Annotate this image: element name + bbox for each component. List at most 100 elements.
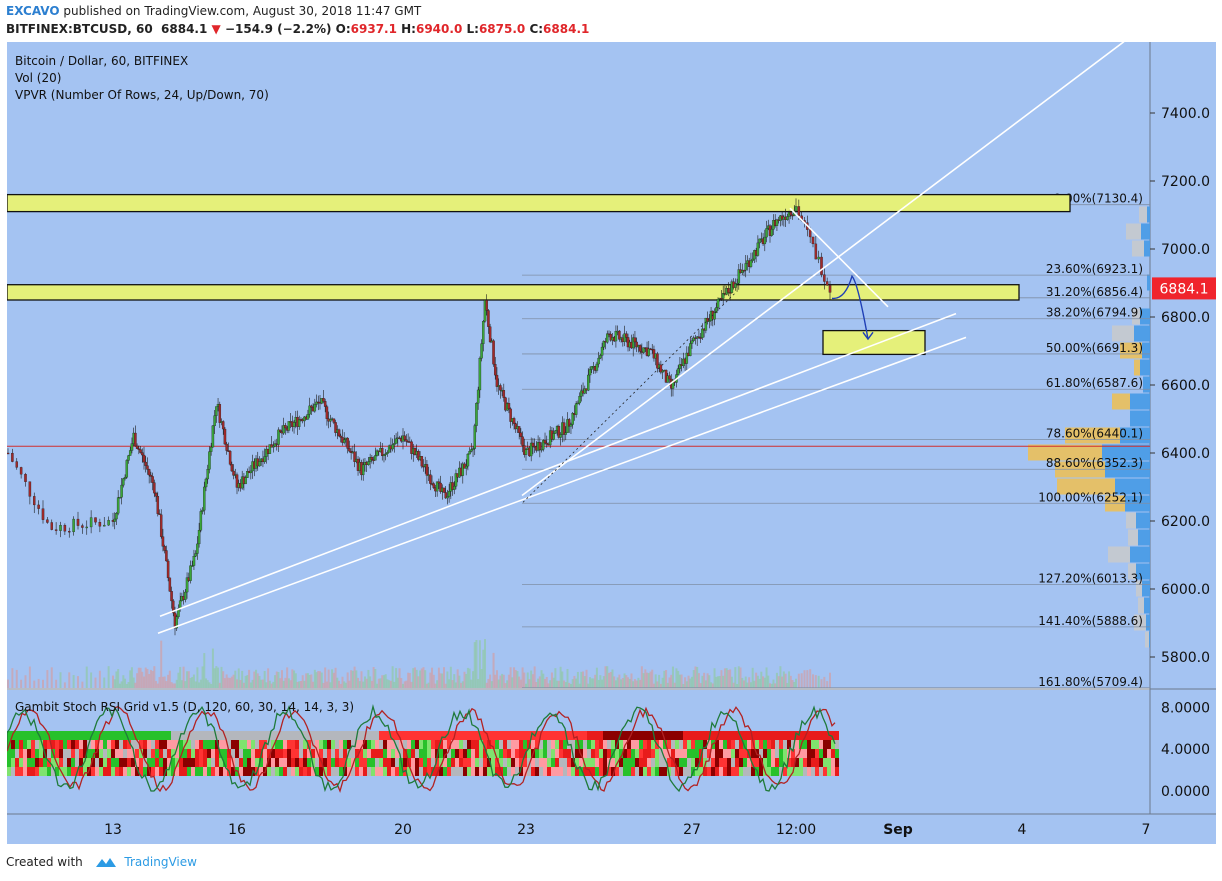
volume-bar <box>348 680 351 688</box>
grid-cell <box>131 749 135 758</box>
grid-cell <box>531 767 535 776</box>
volume-bar <box>279 678 282 688</box>
volume-bar <box>756 675 759 688</box>
grid-cell <box>451 767 455 776</box>
volume-bar <box>350 670 353 688</box>
volume-bar <box>781 676 784 688</box>
candle-body <box>583 388 587 394</box>
candle-body <box>46 519 49 523</box>
volume-bar <box>734 667 737 688</box>
author-name[interactable]: EXCAVO <box>6 4 60 18</box>
grid-cell <box>591 767 595 776</box>
volume-bar <box>155 680 158 688</box>
grid-cell <box>287 767 291 776</box>
volume-bar <box>490 681 493 688</box>
candle-body <box>342 439 346 443</box>
resistance-zone[interactable] <box>7 284 1020 301</box>
tradingview-link[interactable]: TradingView <box>124 855 197 869</box>
trend-line-upper[interactable] <box>521 42 1125 497</box>
grid-cell <box>131 731 135 740</box>
time-axis[interactable] <box>7 814 1216 844</box>
grid-cell <box>819 731 823 740</box>
grid-cell <box>251 758 255 767</box>
grid-cell <box>499 749 503 758</box>
grid-cell <box>323 731 327 740</box>
main-pane[interactable] <box>7 42 1150 688</box>
resistance-zone[interactable] <box>7 193 1071 213</box>
candle-body <box>81 525 84 528</box>
grid-cell <box>475 740 479 749</box>
volume-bar <box>720 670 723 688</box>
grid-cell <box>811 758 815 767</box>
grid-cell <box>135 749 139 758</box>
grid-cell <box>479 731 483 740</box>
volume-bar <box>301 675 304 688</box>
grid-cell <box>783 740 787 749</box>
grid-cell <box>607 731 611 740</box>
target-zone[interactable] <box>822 329 926 356</box>
grid-cell <box>279 740 283 749</box>
grid-cell <box>735 758 739 767</box>
grid-cell <box>79 740 83 749</box>
candle-body <box>468 451 471 455</box>
grid-cell <box>803 758 807 767</box>
grid-cell <box>539 758 543 767</box>
grid-cell <box>679 731 683 740</box>
grid-cell <box>315 740 319 749</box>
candle-body <box>542 440 545 450</box>
grid-cell <box>599 740 603 749</box>
grid-cell <box>143 758 147 767</box>
volume-bar <box>137 667 140 688</box>
grid-cell <box>823 749 827 758</box>
volume-bar <box>441 673 444 688</box>
candle-body <box>538 442 542 450</box>
candle-body <box>325 406 329 419</box>
grid-cell <box>215 767 219 776</box>
grid-cell <box>267 731 271 740</box>
trend-line-descending[interactable] <box>789 207 889 308</box>
volume-bar <box>175 679 178 688</box>
candle-body <box>116 497 120 514</box>
volume-bar <box>341 676 344 688</box>
grid-cell <box>679 740 683 749</box>
candle-body <box>348 448 351 452</box>
volume-bar <box>571 679 574 688</box>
grid-cell <box>727 731 731 740</box>
candle-body <box>562 422 566 435</box>
trend-line-middle[interactable] <box>159 312 957 617</box>
volume-bar <box>59 672 62 688</box>
volume-bar <box>332 672 335 688</box>
volume-bar <box>160 640 163 688</box>
candle-body <box>735 283 739 285</box>
volume-profile-bar <box>1138 529 1150 546</box>
price-axis[interactable] <box>1150 42 1216 814</box>
grid-cell <box>695 740 699 749</box>
trend-line-lower[interactable] <box>157 336 967 634</box>
grid-cell <box>627 758 631 767</box>
projection-arrow[interactable] <box>831 274 869 340</box>
volume-bar <box>775 672 778 688</box>
volume-bar <box>408 673 411 688</box>
volume-bar <box>670 674 673 688</box>
grid-cell <box>271 731 275 740</box>
grid-cell <box>259 731 263 740</box>
grid-cell <box>835 731 839 740</box>
grid-cell <box>731 749 735 758</box>
grid-cell <box>359 758 363 767</box>
grid-cell <box>387 749 391 758</box>
grid-cell <box>375 740 379 749</box>
volume-bar <box>291 669 294 688</box>
volume-bar <box>519 679 522 688</box>
grid-cell <box>399 749 403 758</box>
grid-cell <box>707 749 711 758</box>
volume-bar <box>415 669 418 688</box>
grid-cell <box>7 767 11 776</box>
grid-cell <box>103 731 107 740</box>
grid-cell <box>823 767 827 776</box>
grid-cell <box>815 740 819 749</box>
grid-cell <box>411 749 415 758</box>
candle-body <box>94 517 97 523</box>
grid-cell <box>599 767 603 776</box>
grid-cell <box>655 767 659 776</box>
